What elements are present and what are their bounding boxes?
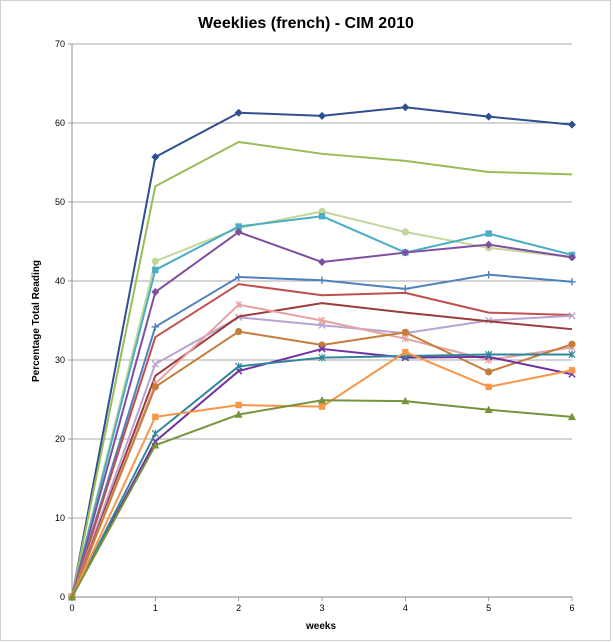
data-point <box>318 111 326 120</box>
x-axis-title: weeks <box>305 621 336 632</box>
series-line <box>71 231 573 598</box>
data-point <box>234 273 243 281</box>
data-point <box>401 285 410 293</box>
data-point <box>151 383 159 391</box>
series-line <box>71 353 572 598</box>
data-point <box>401 396 410 405</box>
data-point <box>484 405 493 413</box>
data-point <box>234 410 243 418</box>
data-point <box>568 253 576 262</box>
y-tick-label: 40 <box>55 276 65 286</box>
data-point <box>401 328 409 336</box>
data-point <box>151 288 160 297</box>
y-tick-label: 20 <box>55 434 65 444</box>
data-point <box>151 323 160 331</box>
data-point <box>401 103 410 112</box>
data-point <box>485 350 493 359</box>
x-tick-label: 6 <box>569 603 574 613</box>
series-group <box>68 103 576 601</box>
y-axis-title: Percentage Total Reading <box>31 260 42 382</box>
data-point <box>485 383 492 391</box>
data-point <box>235 301 243 309</box>
data-point <box>568 312 576 320</box>
data-point <box>151 441 160 449</box>
axes: 0 10 20 30 40 50 60 70 0 1 2 3 4 5 6 <box>55 39 575 613</box>
series-6 <box>68 270 576 601</box>
y-tick-label: 0 <box>60 592 65 602</box>
data-point <box>401 334 409 343</box>
x-tick-label: 4 <box>403 603 408 613</box>
data-point <box>484 270 493 279</box>
data-point <box>484 112 493 121</box>
data-point <box>235 327 243 336</box>
y-tick-label: 60 <box>55 118 65 128</box>
series-7 <box>71 283 573 598</box>
x-tick-label: 2 <box>236 603 241 613</box>
data-point <box>485 368 493 376</box>
data-point <box>568 120 576 129</box>
data-point <box>402 348 409 356</box>
x-tick-label: 3 <box>319 603 324 613</box>
series-15 <box>68 396 576 601</box>
data-point <box>401 248 410 257</box>
data-point <box>318 341 326 349</box>
series-line <box>71 302 573 598</box>
y-tick-label: 50 <box>55 197 65 207</box>
data-point <box>318 258 326 267</box>
series-line <box>71 283 573 598</box>
y-tick-label: 30 <box>55 355 65 365</box>
data-point <box>318 213 326 220</box>
series-2 <box>71 140 573 598</box>
data-point <box>151 152 160 161</box>
y-tick-label: 10 <box>55 513 65 523</box>
data-point <box>568 340 576 348</box>
series-13 <box>68 350 576 601</box>
data-point <box>234 108 243 117</box>
data-point <box>235 223 242 230</box>
data-point <box>68 592 76 601</box>
series-14 <box>68 348 576 601</box>
y-tick-label: 70 <box>55 39 65 49</box>
data-point <box>401 228 409 236</box>
series-1 <box>68 103 576 601</box>
data-point <box>318 403 326 410</box>
data-point <box>152 413 159 421</box>
data-point <box>568 350 576 359</box>
x-tick-label: 1 <box>153 603 158 613</box>
x-tick-label: 5 <box>486 603 491 613</box>
data-point <box>485 230 492 237</box>
data-point <box>152 266 159 274</box>
x-tick-label: 0 <box>69 603 74 613</box>
series-line <box>71 399 573 598</box>
data-point <box>318 276 326 284</box>
series-line <box>71 140 573 598</box>
data-point <box>234 228 243 237</box>
data-point <box>318 396 326 404</box>
series-line <box>71 330 573 598</box>
data-point <box>484 240 493 249</box>
data-point <box>235 362 243 371</box>
data-point <box>151 429 159 438</box>
data-point <box>318 353 326 362</box>
data-point <box>318 345 326 353</box>
chart-title: Weeklies (french) - CIM 2010 <box>198 15 414 32</box>
data-point <box>568 412 576 421</box>
data-point <box>151 360 160 368</box>
data-point <box>568 278 576 286</box>
series-9 <box>71 302 573 598</box>
data-point <box>318 316 326 325</box>
data-point <box>568 367 576 374</box>
data-point <box>235 401 242 409</box>
data-point <box>151 257 159 265</box>
